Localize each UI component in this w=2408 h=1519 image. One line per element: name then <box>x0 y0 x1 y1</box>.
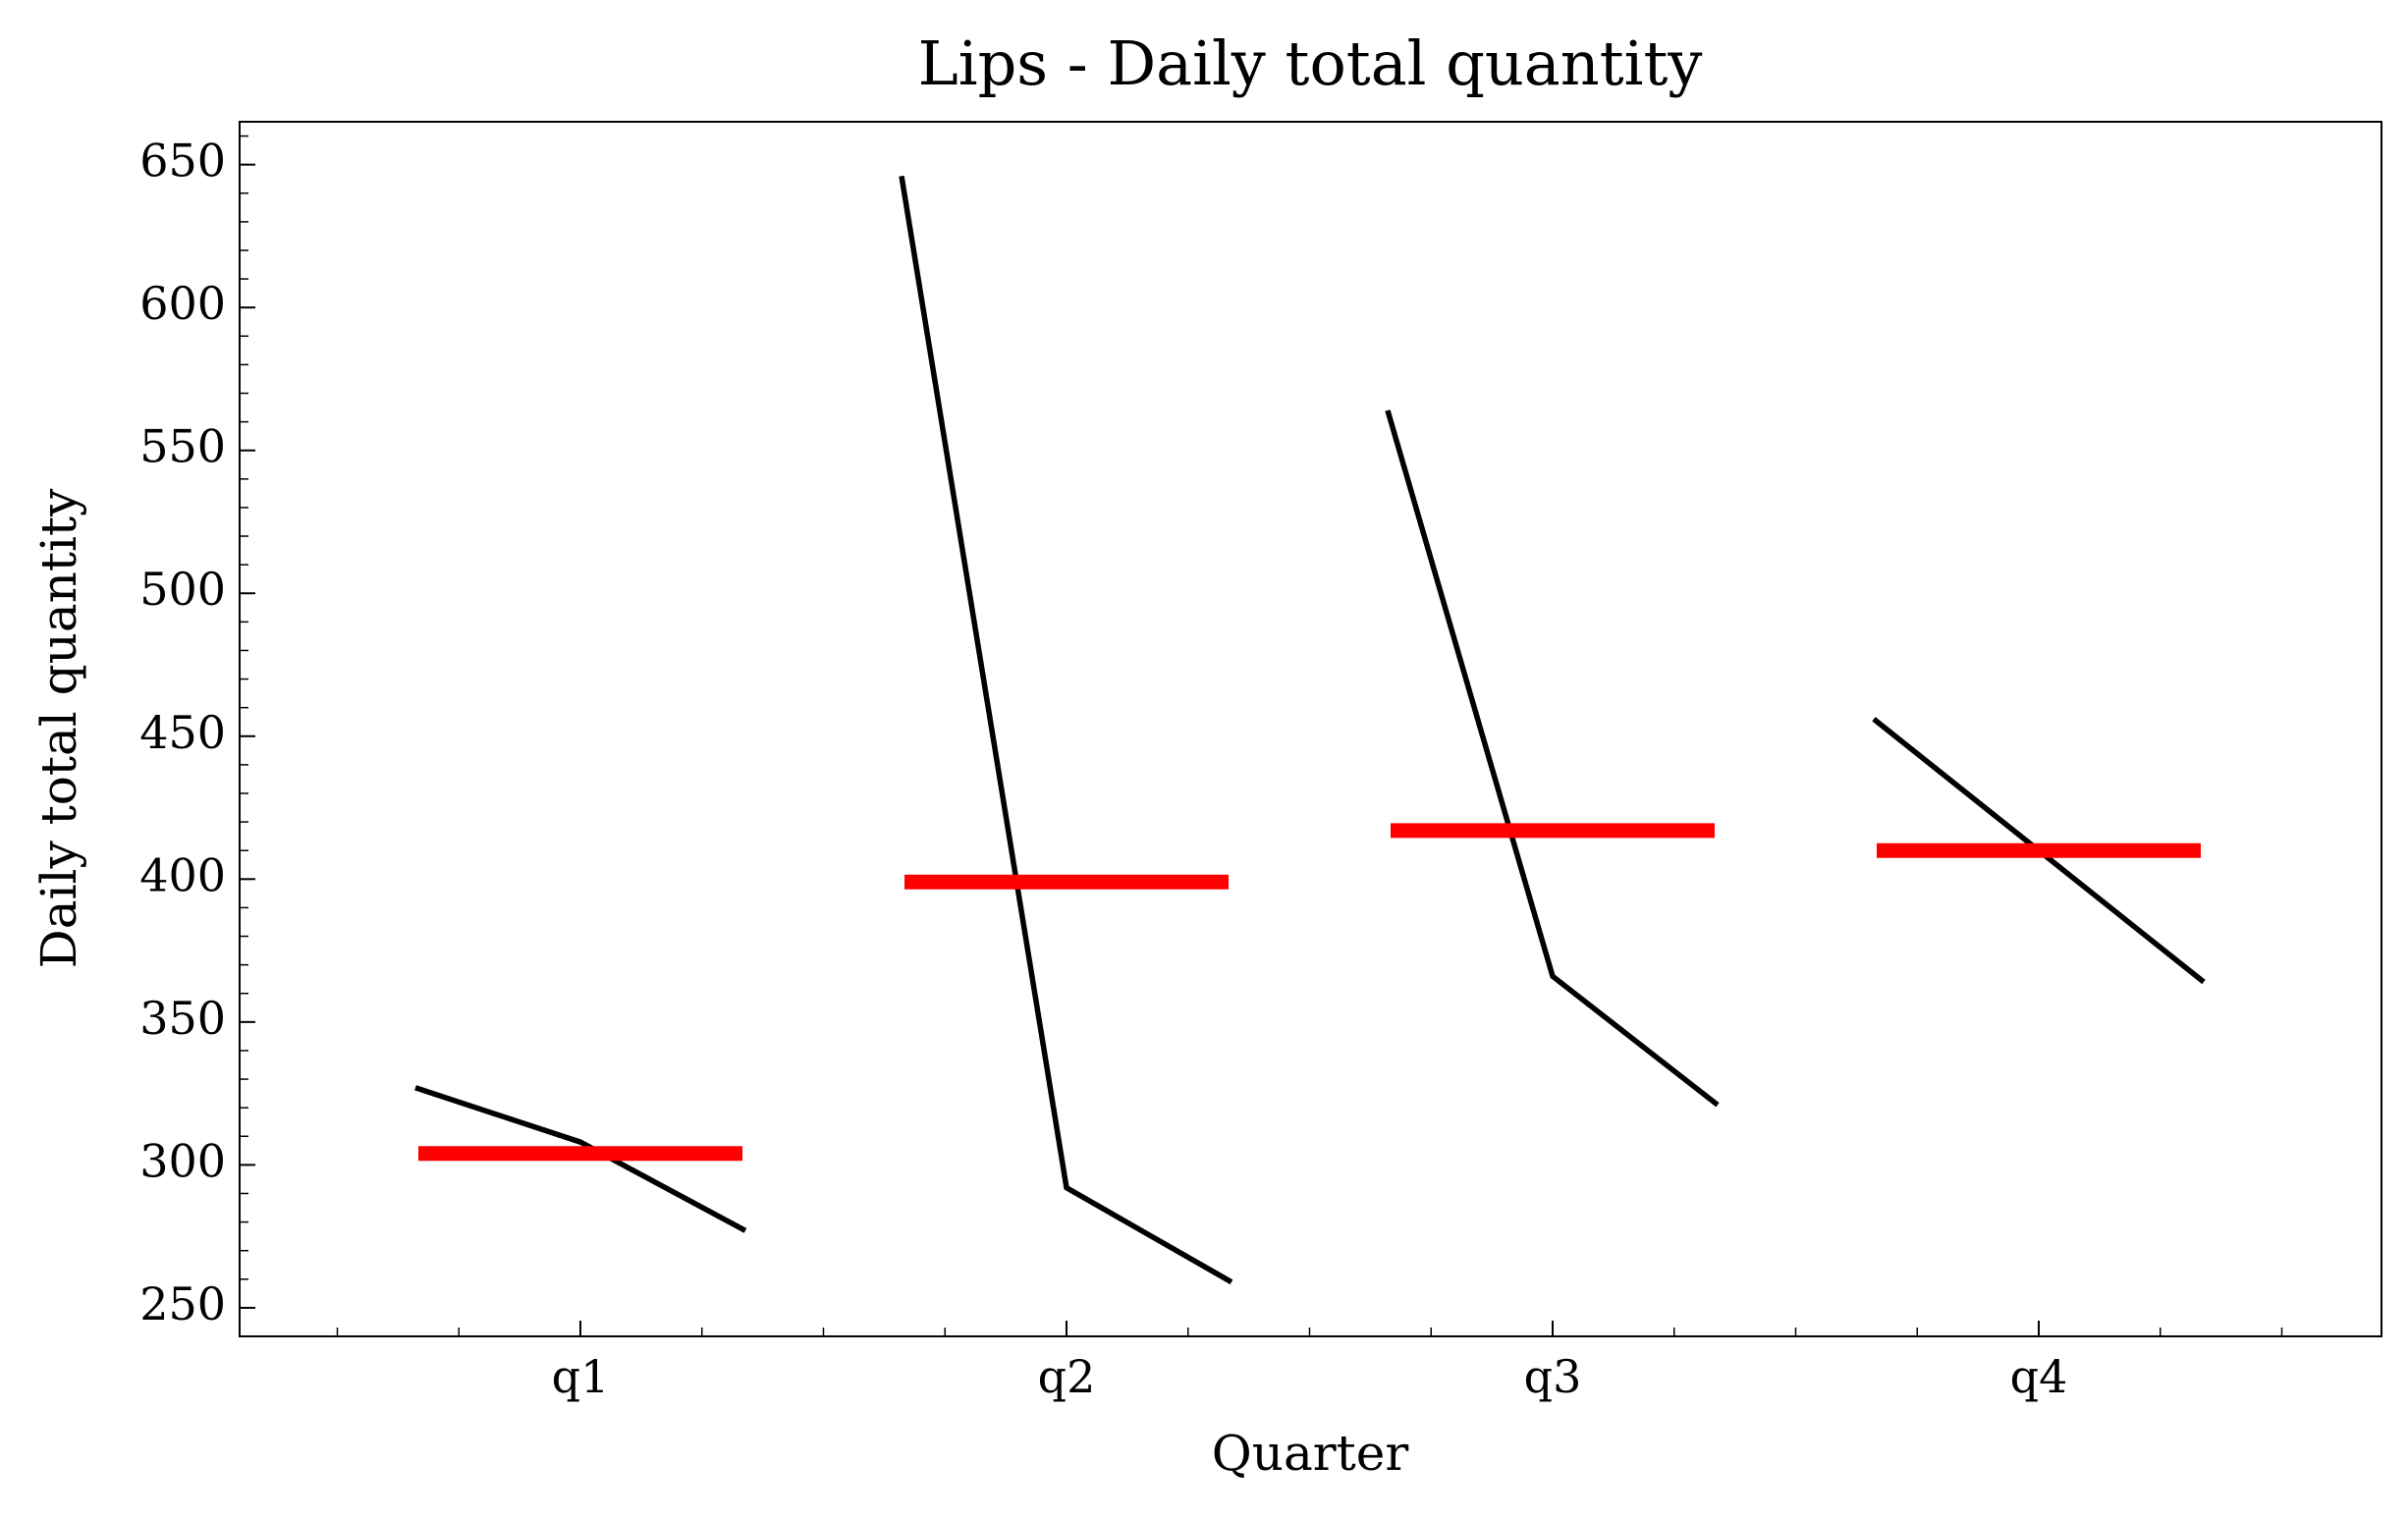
x-tick-label: q4 <box>2010 1350 2068 1403</box>
y-tick-label: 450 <box>139 706 226 759</box>
y-tick-label: 550 <box>139 420 226 473</box>
y-tick-label: 600 <box>139 277 226 330</box>
y-tick-label: 250 <box>139 1277 226 1330</box>
plot-frame <box>239 121 2382 1337</box>
y-tick-label: 300 <box>139 1134 226 1187</box>
x-tick-label: q3 <box>1524 1350 1582 1403</box>
y-tick-label: 350 <box>139 992 226 1045</box>
subseries-line <box>899 175 1233 1285</box>
y-tick-label: 500 <box>139 563 226 616</box>
y-axis-label: Daily total quantity <box>30 488 87 968</box>
subseries-line <box>414 1085 747 1233</box>
x-tick-label: q2 <box>1038 1350 1096 1403</box>
x-axis-label: Quarter <box>1212 1425 1409 1482</box>
subseries-line <box>1385 409 1720 1108</box>
chart-title: Lips - Daily total quantity <box>918 27 1703 99</box>
y-tick-label: 400 <box>139 848 226 901</box>
x-tick-label: q1 <box>552 1350 610 1403</box>
y-tick-label: 650 <box>139 135 226 188</box>
